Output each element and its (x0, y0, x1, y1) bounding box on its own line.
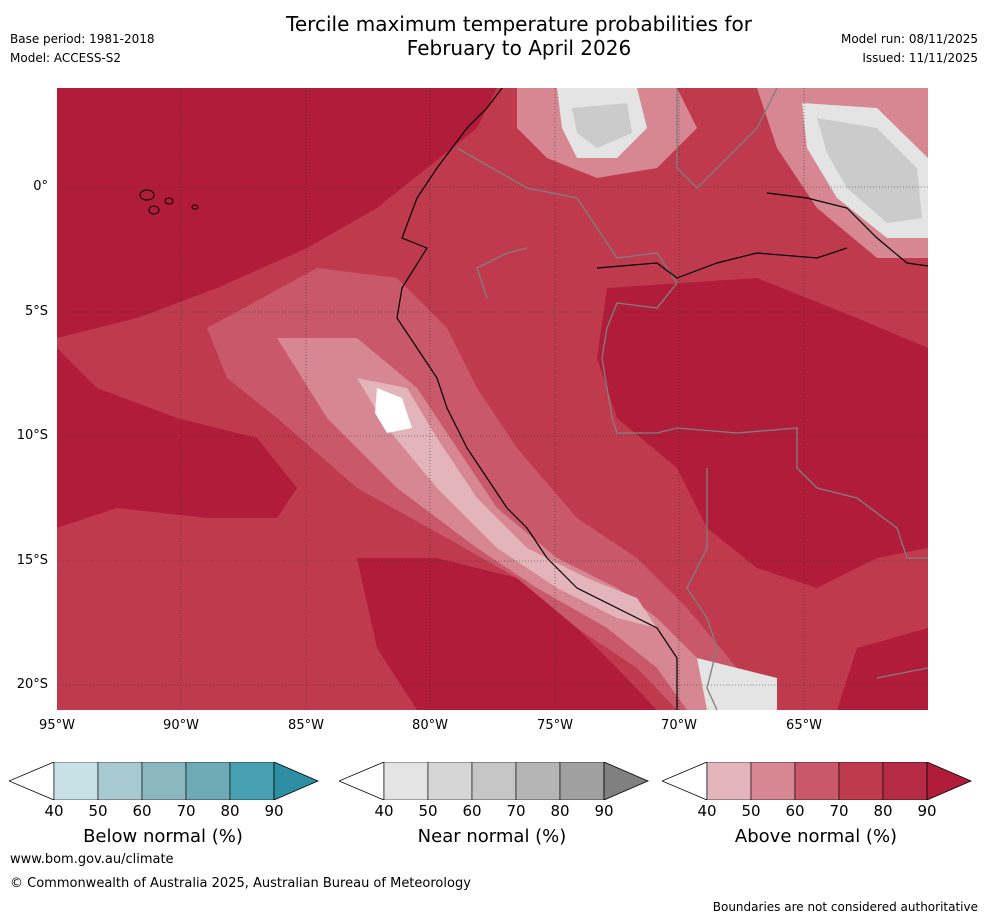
colorbar-above (662, 762, 972, 800)
coastlines (396, 88, 928, 710)
tick-label: 80 (550, 802, 570, 820)
tick-label: 70 (829, 802, 849, 820)
colorbar-segment (559, 762, 605, 800)
lon-label: 90°W (163, 718, 199, 733)
lat-label: 5°S (24, 304, 48, 319)
model-run-text: Model run: 08/11/2025 (840, 32, 978, 46)
zone-above-90-south (357, 558, 657, 710)
colorbar-below (9, 762, 319, 800)
lat-label: 20°S (16, 677, 48, 692)
zone-near-60-ne (817, 118, 922, 223)
below-normal-label: Below normal (%) (83, 826, 243, 847)
tick-label: 60 (785, 802, 805, 820)
colorbar-segment (383, 762, 429, 800)
zone-above-90-ocean (57, 348, 297, 528)
colorbar-extend-high (926, 762, 972, 800)
colorbar-segment (838, 762, 884, 800)
lon-label: 95°W (39, 718, 75, 733)
colorbar-segment (229, 762, 275, 800)
model-text: Model: ACCESS-S2 (10, 51, 122, 65)
near-normal-label: Near normal (%) (417, 826, 567, 847)
tick-label: 60 (462, 802, 482, 820)
colorbar-segment (794, 762, 840, 800)
lat-label: 0° (33, 179, 48, 194)
tick-label: 40 (374, 802, 394, 820)
colorbar-extend-low (339, 762, 385, 800)
lat-label: 15°S (16, 553, 48, 568)
tick-label: 50 (88, 802, 108, 820)
tick-label: 40 (697, 802, 717, 820)
title-line-2: February to April 2026 (406, 36, 632, 60)
zone-near-60-north (572, 103, 632, 148)
colorbar-segment (750, 762, 796, 800)
tick-label: 50 (741, 802, 761, 820)
country-boundaries (456, 88, 928, 710)
colorbar-segment (53, 762, 99, 800)
tick-label: 90 (264, 802, 284, 820)
colorbar-extend-high (603, 762, 649, 800)
tick-label: 40 (44, 802, 64, 820)
gridlines (57, 88, 928, 710)
colorbar-extend-high (273, 762, 319, 800)
zone-above-90-se (837, 628, 928, 710)
issued-text: Issued: 11/11/2025 (862, 51, 978, 65)
tick-label: 80 (220, 802, 240, 820)
tick-label: 70 (176, 802, 196, 820)
colorbar-extend-low (9, 762, 55, 800)
colorbar-extend-low (662, 762, 708, 800)
base-period-text: Base period: 1981-2018 (10, 32, 155, 46)
lon-label: 80°W (412, 718, 448, 733)
zone-above-90-amazon (597, 278, 928, 588)
above-normal-label: Above normal (%) (734, 826, 898, 847)
colorbar-segment (471, 762, 517, 800)
zone-above-50-coastal (357, 378, 657, 628)
lon-label: 70°W (661, 718, 697, 733)
copyright-text: © Commonwealth of Australia 2025, Austra… (10, 876, 471, 891)
colorbar-segment (515, 762, 561, 800)
lon-label: 85°W (288, 718, 324, 733)
tick-label: 90 (917, 802, 937, 820)
colorbar-segment (427, 762, 473, 800)
tick-label: 60 (132, 802, 152, 820)
colorbar-segment (706, 762, 752, 800)
tick-label: 80 (873, 802, 893, 820)
tick-label: 50 (418, 802, 438, 820)
lon-label: 75°W (537, 718, 573, 733)
probability-map (57, 88, 928, 710)
boundaries-note: Boundaries are not considered authoritat… (712, 900, 978, 914)
colorbar-near (339, 762, 649, 800)
galapagos-islands (139, 189, 199, 215)
tick-label: 70 (506, 802, 526, 820)
colorbar-segment (185, 762, 231, 800)
colorbar-segment (141, 762, 187, 800)
lat-label: 10°S (16, 428, 48, 443)
title-line-1: Tercile maximum temperature probabilitie… (286, 12, 752, 36)
page-title: Tercile maximum temperature probabilitie… (200, 12, 838, 60)
lon-label: 65°W (786, 718, 822, 733)
zone-near-normal-south (697, 658, 777, 710)
bom-website-link[interactable]: www.bom.gov.au/climate (10, 852, 174, 867)
colorbar-segment (97, 762, 143, 800)
colorbar-segment (882, 762, 928, 800)
tick-label: 90 (594, 802, 614, 820)
zone-above-90-north (57, 88, 497, 338)
zone-white-patch (375, 388, 412, 433)
